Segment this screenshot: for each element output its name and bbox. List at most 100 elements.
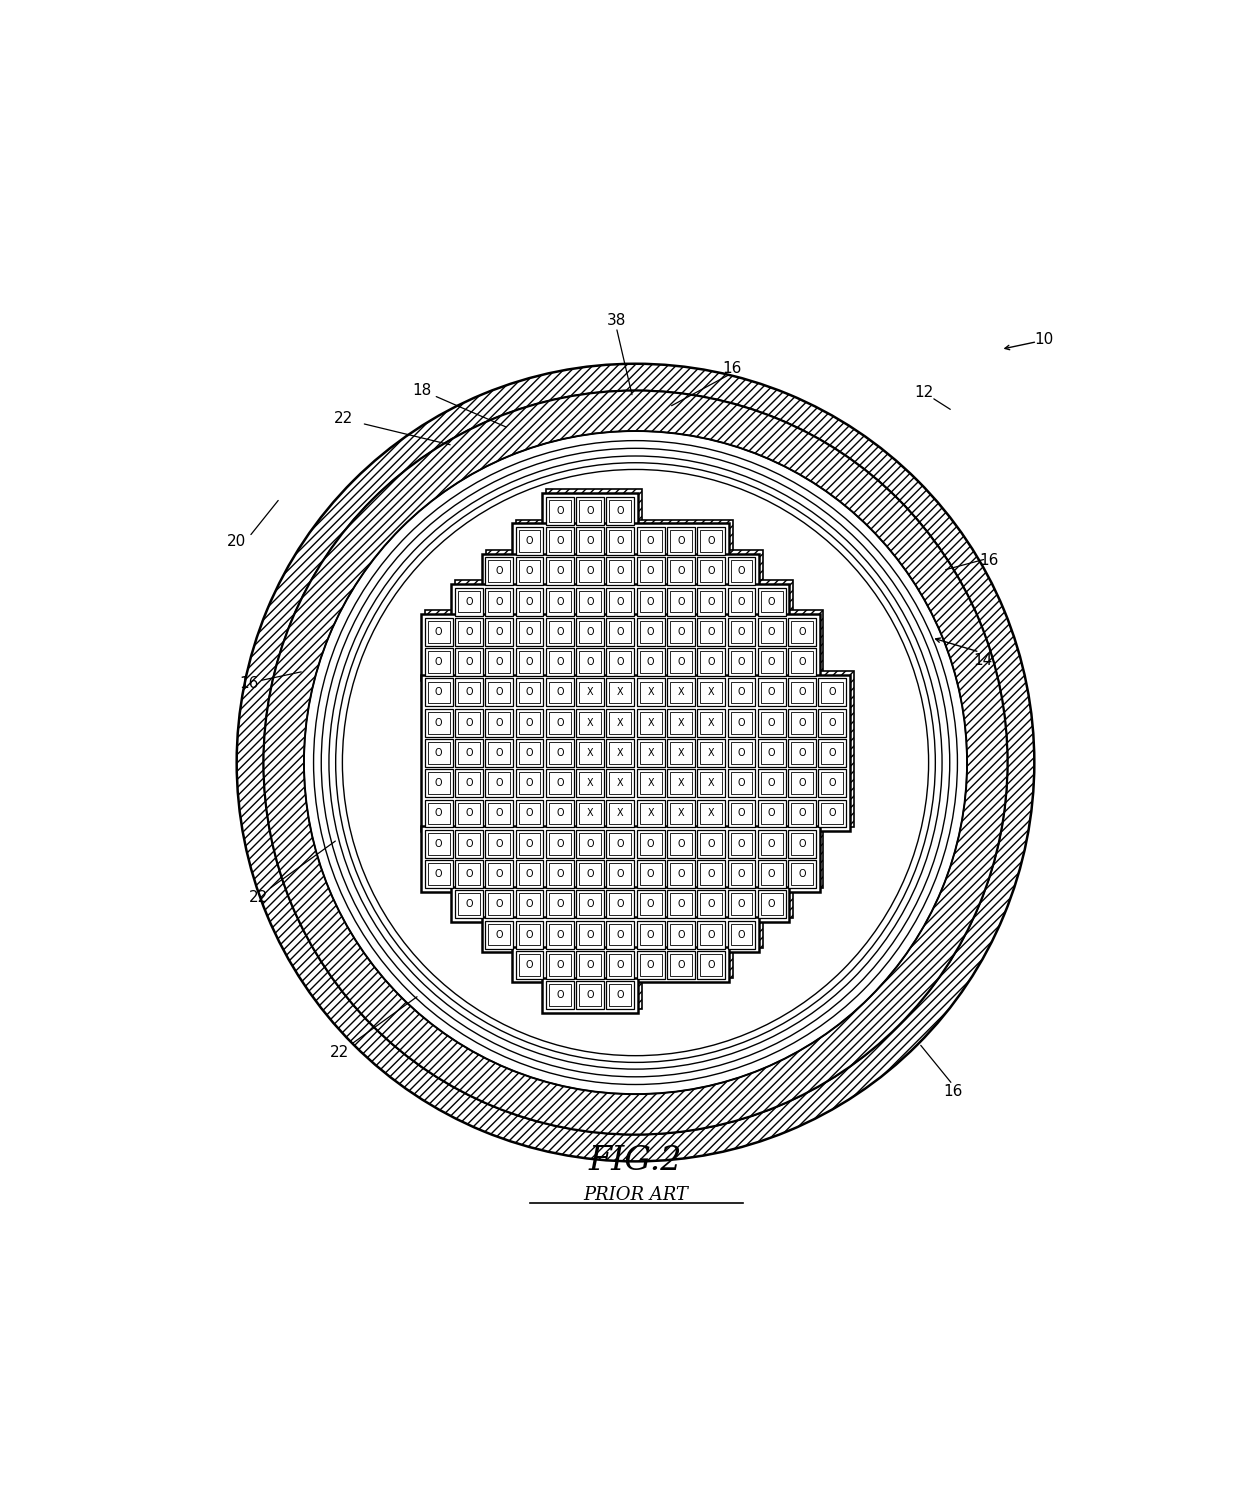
Text: O: O xyxy=(556,778,563,789)
Bar xyxy=(577,981,604,1009)
Text: O: O xyxy=(616,899,624,910)
Bar xyxy=(610,681,631,704)
Bar xyxy=(577,740,604,766)
Bar xyxy=(606,587,635,616)
Bar xyxy=(610,620,631,643)
Text: O: O xyxy=(616,839,624,848)
Text: O: O xyxy=(616,626,624,637)
Bar xyxy=(458,590,480,613)
Bar xyxy=(579,561,601,581)
Text: O: O xyxy=(708,626,715,637)
Text: O: O xyxy=(526,537,533,546)
Bar xyxy=(670,863,692,886)
Text: O: O xyxy=(768,748,775,757)
Text: O: O xyxy=(587,626,594,637)
Bar xyxy=(791,681,813,704)
Bar xyxy=(489,893,510,915)
Bar xyxy=(606,497,635,525)
Text: X: X xyxy=(647,778,653,789)
Bar xyxy=(422,614,820,680)
Text: O: O xyxy=(738,778,745,789)
Bar xyxy=(579,984,601,1006)
Bar xyxy=(577,920,604,948)
Bar xyxy=(577,951,604,978)
Bar xyxy=(636,649,665,675)
Bar xyxy=(636,769,665,798)
Bar xyxy=(489,743,510,763)
Text: O: O xyxy=(647,626,655,637)
Bar xyxy=(546,740,574,766)
Text: O: O xyxy=(616,990,624,1000)
Bar xyxy=(761,620,782,643)
Bar xyxy=(577,528,604,555)
Bar xyxy=(606,890,635,918)
Bar xyxy=(516,678,543,707)
Bar xyxy=(701,893,722,915)
Bar xyxy=(730,802,753,825)
Text: O: O xyxy=(556,839,563,848)
Bar xyxy=(549,802,570,825)
Bar xyxy=(670,681,692,704)
Bar xyxy=(728,860,755,889)
Bar xyxy=(640,620,661,643)
Bar xyxy=(758,830,786,857)
Bar xyxy=(579,924,601,945)
Bar xyxy=(697,617,725,646)
Bar xyxy=(667,799,694,828)
Bar xyxy=(451,584,790,619)
Bar xyxy=(579,652,601,672)
Text: X: X xyxy=(587,808,594,819)
Bar xyxy=(758,587,786,616)
Text: O: O xyxy=(616,537,624,546)
Bar xyxy=(701,681,722,704)
Bar xyxy=(518,711,541,734)
Text: X: X xyxy=(677,717,684,728)
Text: O: O xyxy=(738,748,745,757)
Bar xyxy=(606,649,635,675)
Text: 20: 20 xyxy=(227,534,247,549)
Bar xyxy=(636,890,665,918)
Bar xyxy=(512,523,729,559)
Bar xyxy=(516,519,733,555)
Text: O: O xyxy=(677,658,684,666)
Bar xyxy=(758,769,786,798)
Bar xyxy=(577,708,604,737)
Text: O: O xyxy=(708,839,715,848)
Text: O: O xyxy=(677,839,684,848)
Text: O: O xyxy=(526,899,533,910)
Bar xyxy=(577,678,604,707)
Text: O: O xyxy=(708,537,715,546)
Bar xyxy=(789,678,816,707)
Bar xyxy=(640,561,661,581)
Bar xyxy=(730,833,753,854)
Text: O: O xyxy=(496,869,503,880)
Bar xyxy=(640,590,661,613)
Bar xyxy=(518,561,541,581)
Text: 10: 10 xyxy=(1034,332,1054,347)
Bar xyxy=(518,681,541,704)
Bar xyxy=(455,830,482,857)
Bar xyxy=(701,743,722,763)
Text: X: X xyxy=(708,687,714,698)
Bar xyxy=(761,681,782,704)
Text: O: O xyxy=(465,869,472,880)
Text: O: O xyxy=(647,839,655,848)
Bar xyxy=(761,863,782,886)
Bar xyxy=(516,860,543,889)
Bar xyxy=(546,830,574,857)
Bar xyxy=(425,617,453,646)
Text: O: O xyxy=(496,687,503,698)
Bar xyxy=(701,924,722,945)
Bar xyxy=(789,860,816,889)
Text: O: O xyxy=(435,778,443,789)
Bar xyxy=(489,863,510,886)
Text: O: O xyxy=(496,626,503,637)
Bar xyxy=(606,740,635,766)
Text: O: O xyxy=(647,869,655,880)
Text: O: O xyxy=(738,929,745,939)
Bar xyxy=(486,912,763,948)
Bar xyxy=(455,860,482,889)
Bar xyxy=(821,743,843,763)
Bar xyxy=(636,708,665,737)
Text: O: O xyxy=(526,748,533,757)
